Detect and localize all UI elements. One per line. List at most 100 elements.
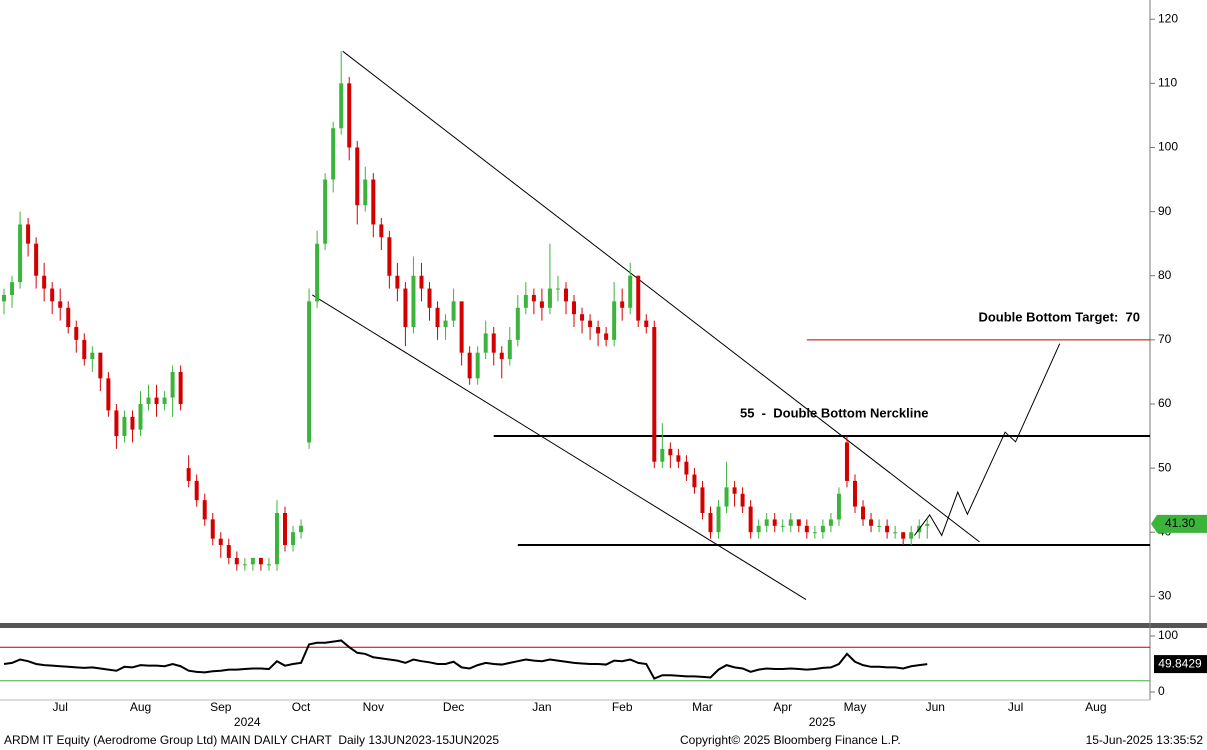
candle-body <box>106 378 111 411</box>
candle-body <box>804 525 809 533</box>
candle-body <box>2 294 7 302</box>
candle-body <box>909 532 914 539</box>
candle-body <box>122 416 127 437</box>
candle-body <box>684 461 689 475</box>
candle-body <box>877 525 882 527</box>
candle-body <box>194 480 199 501</box>
last-price-label: 41.30 <box>1165 516 1195 530</box>
candle-body <box>266 564 271 566</box>
projection-path <box>914 343 1061 537</box>
y-tick-label: 0 <box>1158 684 1165 698</box>
candle-body <box>435 307 440 328</box>
level-note: Double Bottom Target: 70 <box>978 309 1140 324</box>
y-tick-label: 110 <box>1158 76 1177 90</box>
candle-body <box>724 487 729 507</box>
y-tick-label: 60 <box>1158 396 1172 410</box>
candle-body <box>74 327 79 340</box>
y-tick-label: 50 <box>1158 460 1172 474</box>
candle-body <box>901 532 906 539</box>
candle-body <box>283 512 287 546</box>
candle-body <box>700 487 705 513</box>
candle-body <box>531 294 536 302</box>
candle-body <box>668 448 673 456</box>
x-tick-label: Jun <box>926 700 945 714</box>
candle-body <box>347 83 352 148</box>
footer-center: Copyright© 2025 Bloomberg Finance L.P. <box>680 733 901 747</box>
candle-body <box>130 416 135 430</box>
candle-body <box>620 301 625 308</box>
candle-body <box>226 545 231 558</box>
trend-line <box>342 50 980 543</box>
candle-body <box>34 243 39 276</box>
candle-body <box>732 487 737 494</box>
candle-body <box>162 397 167 404</box>
candle-body <box>555 288 560 290</box>
candle-body <box>355 147 360 206</box>
candle-body <box>515 307 520 340</box>
candle-body <box>371 179 376 225</box>
candle-body <box>748 506 753 533</box>
candle-body <box>331 128 336 180</box>
y-tick-label: 100 <box>1158 628 1178 642</box>
candle-body <box>772 519 777 526</box>
last-value-label: 49.8429 <box>1158 656 1202 670</box>
candle-body <box>853 480 857 507</box>
candle-body <box>82 339 87 360</box>
x-tick-label: Oct <box>292 700 311 714</box>
candle-body <box>291 532 296 546</box>
candle-body <box>10 282 15 295</box>
candle-body <box>716 506 721 533</box>
candle-body <box>387 237 392 276</box>
candle-body <box>18 224 23 283</box>
candle-body <box>588 320 593 328</box>
candle-body <box>660 448 665 462</box>
year-label: 2025 <box>809 715 836 729</box>
x-tick-label: Apr <box>773 700 792 714</box>
last-price-box <box>1151 514 1207 533</box>
candle-body <box>315 243 320 302</box>
candle-body <box>427 288 432 308</box>
x-tick-label: Aug <box>130 700 151 714</box>
candle-body <box>628 275 633 308</box>
candle-body <box>812 532 817 534</box>
candle-body <box>604 333 609 340</box>
x-tick-label: Feb <box>612 700 633 714</box>
x-tick-label: Aug <box>1085 700 1106 714</box>
candle-body <box>242 564 247 566</box>
candle-body <box>563 288 568 302</box>
x-tick-label: Sep <box>210 700 232 714</box>
candle-body <box>258 557 263 565</box>
x-tick-label: May <box>844 700 867 714</box>
x-tick-label: Mar <box>692 700 713 714</box>
candle-body <box>98 352 103 379</box>
candle-body <box>861 506 866 520</box>
candle-body <box>138 403 143 430</box>
candle-body <box>580 314 585 321</box>
y-tick-label: 30 <box>1158 589 1172 603</box>
candle-body <box>708 512 713 533</box>
footer-right: 15-Jun-2025 13:35:52 <box>1086 733 1204 747</box>
candle-body <box>740 493 745 507</box>
x-tick-label: Jan <box>532 700 551 714</box>
candle-body <box>459 301 464 353</box>
candle-body <box>443 320 448 328</box>
candle-body <box>499 352 504 360</box>
candle-body <box>893 532 898 534</box>
candle-body <box>796 519 801 526</box>
candle-body <box>612 301 617 340</box>
candle-body <box>363 179 368 206</box>
y-tick-label: 100 <box>1158 140 1178 154</box>
x-tick-label: Nov <box>363 700 384 714</box>
x-tick-label: Dec <box>443 700 464 714</box>
candle-body <box>788 519 793 526</box>
y-tick-label: 70 <box>1158 332 1172 346</box>
footer-left: ARDM IT Equity (Aerodrome Group Ltd) MAI… <box>4 733 499 747</box>
candle-body <box>234 557 239 565</box>
candle-body <box>90 352 95 360</box>
candle-body <box>170 371 175 398</box>
candle-body <box>66 307 71 328</box>
candle-body <box>820 525 825 533</box>
candle-body <box>451 301 456 321</box>
